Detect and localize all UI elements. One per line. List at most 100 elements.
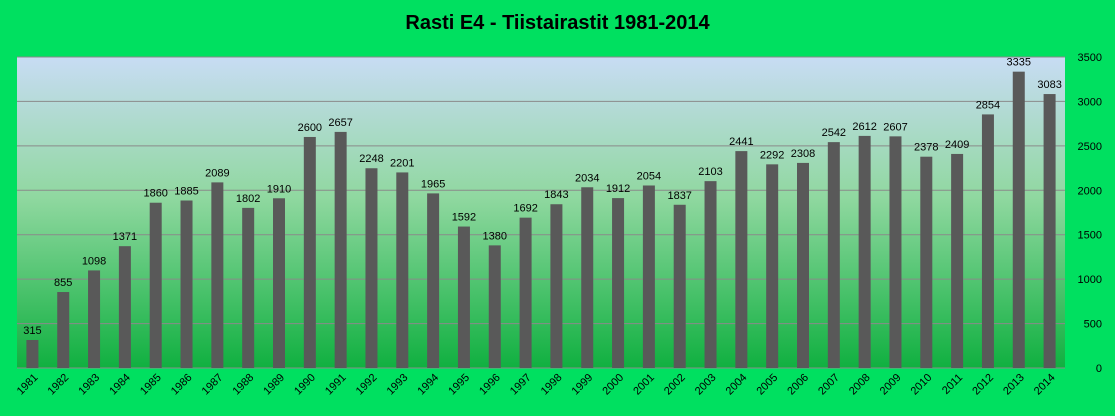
bar-1997 — [519, 217, 532, 368]
x-tick-label: 2007 — [816, 372, 842, 398]
x-tick-label: 1982 — [46, 372, 72, 398]
x-tick-label: 1988 — [230, 372, 256, 398]
bar-2003 — [704, 181, 717, 368]
x-tick-label: 2000 — [600, 372, 626, 398]
bar-value-label: 1965 — [421, 178, 445, 190]
bar-value-label: 1912 — [606, 183, 630, 195]
bar-value-label: 1380 — [483, 230, 507, 242]
x-tick-label: 1990 — [292, 372, 318, 398]
bar-2005 — [766, 164, 779, 368]
x-tick-label: 1995 — [446, 372, 472, 398]
x-tick-label: 1997 — [508, 372, 534, 398]
bar-2009 — [889, 136, 902, 368]
bar-1996 — [488, 245, 501, 368]
bar-2002 — [673, 204, 686, 368]
x-tick-label: 1985 — [138, 372, 164, 398]
bar-value-label: 3335 — [1007, 57, 1031, 69]
x-tick-label: 2002 — [662, 372, 688, 398]
x-tick-label: 1986 — [169, 372, 195, 398]
x-tick-label: 1981 — [15, 372, 41, 398]
bar-1999 — [581, 187, 594, 368]
bar-value-label: 2034 — [575, 172, 599, 184]
bar-2008 — [858, 135, 871, 368]
bar-value-label: 1371 — [113, 231, 137, 243]
bar-2006 — [797, 162, 809, 368]
bar-value-label: 1837 — [667, 190, 691, 202]
bar-value-label: 2542 — [822, 127, 846, 139]
bar-2001 — [642, 185, 655, 368]
bar-value-label: 2201 — [390, 157, 414, 169]
y-tick-label: 1000 — [1078, 274, 1102, 286]
y-tick-label: 2000 — [1078, 185, 1102, 197]
bar-value-label: 315 — [23, 325, 41, 337]
bar-value-label: 2409 — [945, 139, 969, 151]
x-tick-label: 2008 — [847, 372, 873, 398]
bar-1993 — [396, 172, 409, 368]
bar-1982 — [57, 292, 70, 368]
bar-1983 — [88, 270, 101, 368]
bar-value-label: 1802 — [236, 193, 260, 205]
x-tick-label: 2005 — [754, 372, 780, 398]
x-tick-label: 2012 — [970, 372, 996, 398]
x-tick-label: 2009 — [878, 372, 904, 398]
x-tick-label: 1983 — [76, 372, 102, 398]
x-tick-label: 2014 — [1032, 372, 1058, 398]
bar-value-label: 2103 — [698, 166, 722, 178]
bar-2004 — [735, 151, 748, 368]
y-tick-label: 2500 — [1078, 141, 1102, 153]
bar-1985 — [149, 202, 162, 368]
y-tick-label: 500 — [1084, 319, 1102, 331]
bar-1987 — [211, 182, 224, 368]
bar-1991 — [334, 131, 347, 368]
bar-1995 — [457, 226, 470, 368]
bar-1984 — [118, 246, 131, 368]
bar-value-label: 1885 — [174, 186, 198, 198]
bar-2012 — [981, 114, 994, 369]
bar-1988 — [242, 207, 255, 368]
bar-2013 — [1012, 71, 1025, 368]
bar-value-label: 2054 — [637, 170, 661, 182]
y-tick-label: 0 — [1096, 363, 1102, 375]
x-tick-label: 2010 — [909, 372, 935, 398]
bar-value-label: 1910 — [267, 183, 291, 195]
x-tick-label: 1991 — [323, 372, 349, 398]
bar-value-label: 2854 — [976, 99, 1000, 111]
bar-1992 — [365, 168, 378, 368]
bar-value-label: 2308 — [791, 148, 815, 160]
y-tick-label: 3000 — [1078, 96, 1102, 108]
bar-value-label: 2292 — [760, 149, 784, 161]
bar-value-label: 2378 — [914, 142, 938, 154]
x-tick-label: 2001 — [631, 372, 657, 398]
bar-1994 — [427, 193, 440, 368]
x-tick-label: 2013 — [1001, 372, 1027, 398]
x-tick-label: 1992 — [354, 372, 380, 398]
x-tick-label: 1987 — [200, 372, 226, 398]
bar-1998 — [550, 204, 563, 368]
x-tick-label: 1989 — [261, 372, 287, 398]
bar-1986 — [180, 200, 193, 368]
x-tick-label: 1984 — [107, 372, 133, 398]
bar-value-label: 2248 — [359, 153, 383, 165]
bar-value-label: 1843 — [544, 189, 568, 201]
bar-value-label: 2607 — [883, 121, 907, 133]
x-tick-label: 1999 — [570, 372, 596, 398]
x-tick-label: 2003 — [693, 372, 719, 398]
bar-value-label: 2657 — [328, 117, 352, 129]
bar-value-label: 2612 — [852, 121, 876, 133]
x-tick-label: 2004 — [724, 372, 750, 398]
bar-2007 — [827, 142, 840, 368]
y-tick-label: 3500 — [1078, 52, 1102, 64]
bar-2010 — [920, 156, 933, 368]
bar-2000 — [612, 198, 625, 368]
bar-value-label: 3083 — [1037, 79, 1061, 91]
x-tick-label: 1998 — [539, 372, 565, 398]
y-tick-label: 1500 — [1078, 230, 1102, 242]
x-tick-label: 1993 — [385, 372, 411, 398]
bar-value-label: 1692 — [513, 203, 537, 215]
bar-value-label: 2441 — [729, 136, 753, 148]
bar-value-label: 1592 — [452, 212, 476, 224]
bar-1989 — [273, 198, 285, 368]
x-tick-label: 2011 — [940, 372, 965, 397]
bar-value-label: 855 — [54, 277, 72, 289]
